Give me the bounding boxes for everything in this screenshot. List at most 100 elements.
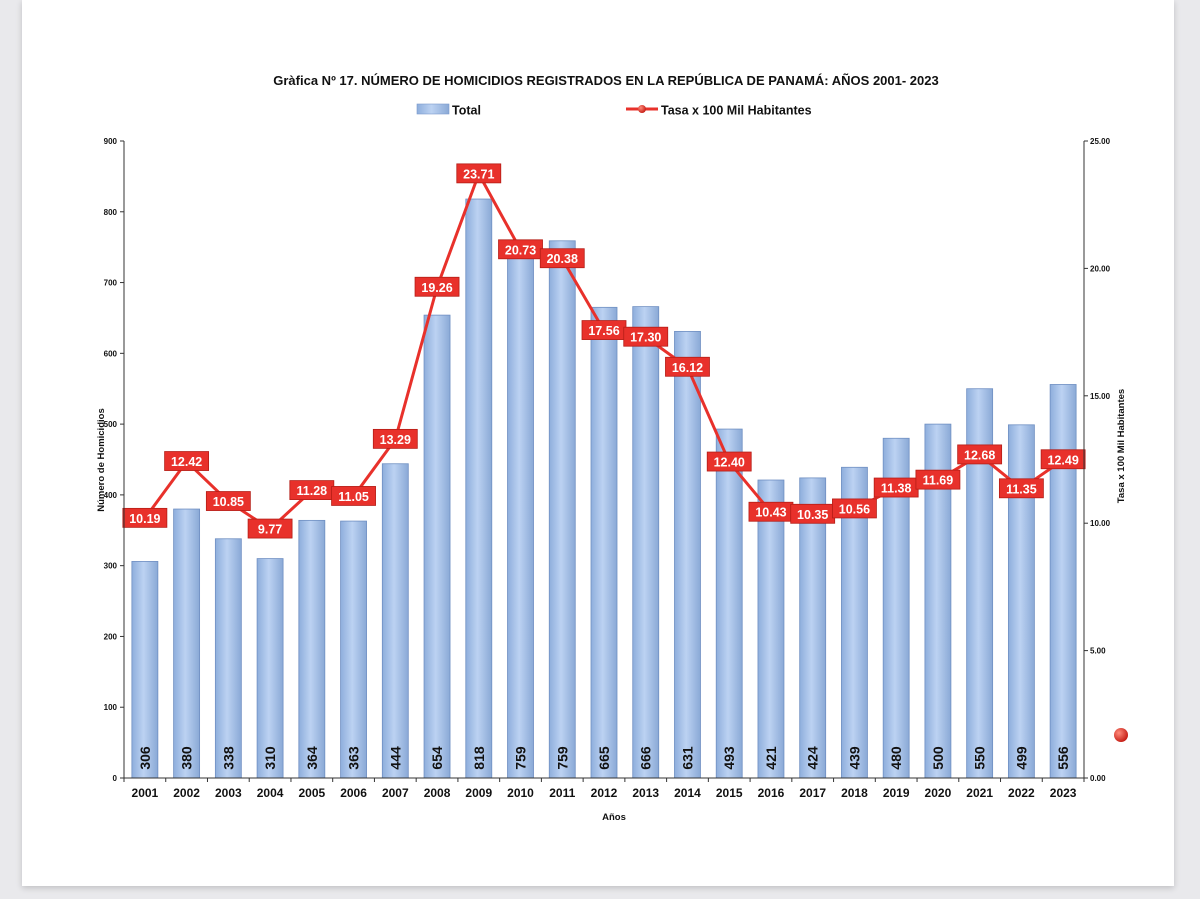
rate-label-2001: 10.19	[129, 512, 160, 526]
bar-total-2006	[340, 520, 367, 779]
rate-label-box-2003	[205, 491, 251, 511]
y-tick-label: 100	[104, 703, 118, 712]
rate-label-box-2014	[665, 356, 710, 377]
y-tick-label: 300	[104, 562, 118, 571]
rate-label-box-2004	[247, 518, 293, 539]
legend-line-label: Tasa x 100 Mil Habitantes	[661, 104, 812, 118]
rate-label-2017: 10.35	[797, 508, 828, 522]
y-tick-label: 900	[104, 137, 118, 146]
y-tick-label: 700	[104, 279, 118, 288]
y2-tick-label: 15.00	[1090, 392, 1111, 401]
bar-value-label-2023: 556	[1055, 746, 1071, 770]
y-tick-label: 400	[104, 491, 118, 500]
bar-value-label-2002: 380	[179, 746, 195, 770]
x-tick-label: 2004	[257, 786, 284, 800]
bar-value-label-2012: 665	[596, 746, 612, 770]
homicide-chart: Gràfica Nº 17. NÚMERO DE HOMICIDIOS REGI…	[96, 73, 1128, 823]
y-tick-label: 200	[104, 632, 118, 641]
rate-label-box-2011	[539, 248, 585, 269]
x-tick-label: 2008	[424, 786, 451, 800]
rate-label-2013: 17.30	[630, 331, 661, 345]
x-tick-label: 2001	[132, 786, 159, 800]
bar-value-label-2020: 500	[930, 746, 946, 770]
bar-series-total	[131, 198, 1077, 779]
bar-total-2013	[632, 306, 660, 779]
rate-label-2011: 20.38	[547, 252, 578, 266]
rate-label-2012: 17.56	[588, 324, 619, 338]
x-tick-label: 2014	[674, 786, 701, 800]
bar-total-2016	[757, 479, 785, 779]
bar-total-2001	[131, 561, 159, 779]
x-tick-label: 2006	[340, 786, 367, 800]
left-axis-ticks: 0 100 200 300 400 500 600 700 800 900	[104, 137, 124, 783]
legend-bar-swatch	[416, 103, 450, 115]
bar-value-label-2008: 654	[429, 746, 445, 770]
legend-bar-label: Total	[452, 104, 481, 118]
x-tick-label: 2012	[591, 786, 618, 800]
rate-label-2005: 11.28	[297, 484, 328, 498]
rate-label-2021: 12.68	[964, 448, 995, 462]
legend: Total Tasa x 100 Mil Habitantes	[416, 103, 812, 118]
rate-label-2002: 12.42	[171, 455, 202, 469]
rate-label-2016: 10.43	[755, 506, 786, 520]
rate-label-box-2022	[998, 478, 1044, 499]
bar-total-2012	[590, 306, 618, 779]
bar-value-label-2001: 306	[137, 746, 153, 770]
rate-label-2004: 9.77	[258, 523, 282, 537]
bar-total-2014	[674, 330, 701, 779]
bar-value-label-2016: 421	[763, 746, 779, 770]
bar-value-label-2009: 818	[471, 746, 487, 770]
rate-label-2008: 19.26	[421, 281, 452, 295]
bar-total-2015	[715, 428, 743, 779]
legend-line-marker	[638, 105, 646, 113]
x-tick-label: 2016	[758, 786, 785, 800]
x-tick-label: 2020	[925, 786, 952, 800]
rate-label-box-2001	[122, 507, 168, 528]
bar-value-label-2017: 424	[805, 746, 821, 770]
bar-total-2003	[214, 538, 242, 779]
bar-total-2017	[799, 477, 827, 779]
chart-page: Gràfica Nº 17. NÚMERO DE HOMICIDIOS REGI…	[22, 0, 1174, 886]
bar-value-label-2021: 550	[972, 746, 988, 770]
x-tick-label: 2015	[716, 786, 743, 800]
x-tick-label: 2021	[966, 786, 993, 800]
y2-tick-label: 0.00	[1090, 774, 1106, 783]
y2-tick-label: 20.00	[1090, 264, 1111, 273]
bar-total-2005	[298, 519, 326, 779]
y2-tick-label: 10.00	[1090, 519, 1111, 528]
rate-label-box-2018	[832, 498, 877, 519]
x-tick-label: 2023	[1050, 786, 1077, 800]
x-tick-label: 2002	[173, 786, 200, 800]
rate-label-2022: 11.35	[1006, 482, 1037, 496]
y2-axis-title: Tasa x 100 Mil Habitantes	[1116, 389, 1127, 503]
bar-total-2022	[1007, 424, 1035, 779]
bar-value-label-2013: 666	[638, 746, 654, 770]
bar-value-label-2018: 439	[846, 746, 862, 770]
x-axis-title: Años	[602, 812, 626, 823]
bar-value-label-2015: 493	[721, 746, 737, 770]
rate-label-2014: 16.12	[672, 361, 703, 375]
bar-value-label-2004: 310	[262, 746, 278, 770]
rate-label-2007: 13.29	[380, 433, 411, 447]
bar-total-2007	[381, 463, 409, 779]
right-axis-ticks: 0.00 5.00 10.00 15.00 20.00 25.00	[1084, 137, 1111, 783]
bar-value-label-2014: 631	[679, 746, 695, 770]
rate-label-box-2023	[1040, 449, 1086, 470]
x-tick-label: 2013	[632, 786, 659, 800]
x-tick-label: 2018	[841, 786, 868, 800]
rate-label-2020: 11.69	[923, 474, 954, 488]
y-tick-label: 0	[113, 774, 118, 783]
rate-label-2009: 23.71	[463, 167, 494, 181]
rate-label-box-2007	[372, 428, 418, 449]
y2-tick-label: 5.00	[1090, 647, 1106, 656]
rate-label-box-2013	[623, 326, 669, 347]
bar-total-2023	[1049, 384, 1077, 779]
rate-label-2003: 10.85	[213, 495, 244, 509]
bar-total-2010	[507, 240, 534, 779]
rate-label-2015: 12.40	[714, 456, 745, 470]
bar-value-labels: 306 380 338 310 364 363 444 654 818 759 759 665 666 6…	[137, 746, 1071, 770]
y2-tick-label: 25.00	[1090, 137, 1111, 146]
x-tick-label: 2011	[549, 786, 575, 800]
rate-label-box-2020	[915, 469, 961, 490]
x-tick-label: 2019	[883, 786, 910, 800]
